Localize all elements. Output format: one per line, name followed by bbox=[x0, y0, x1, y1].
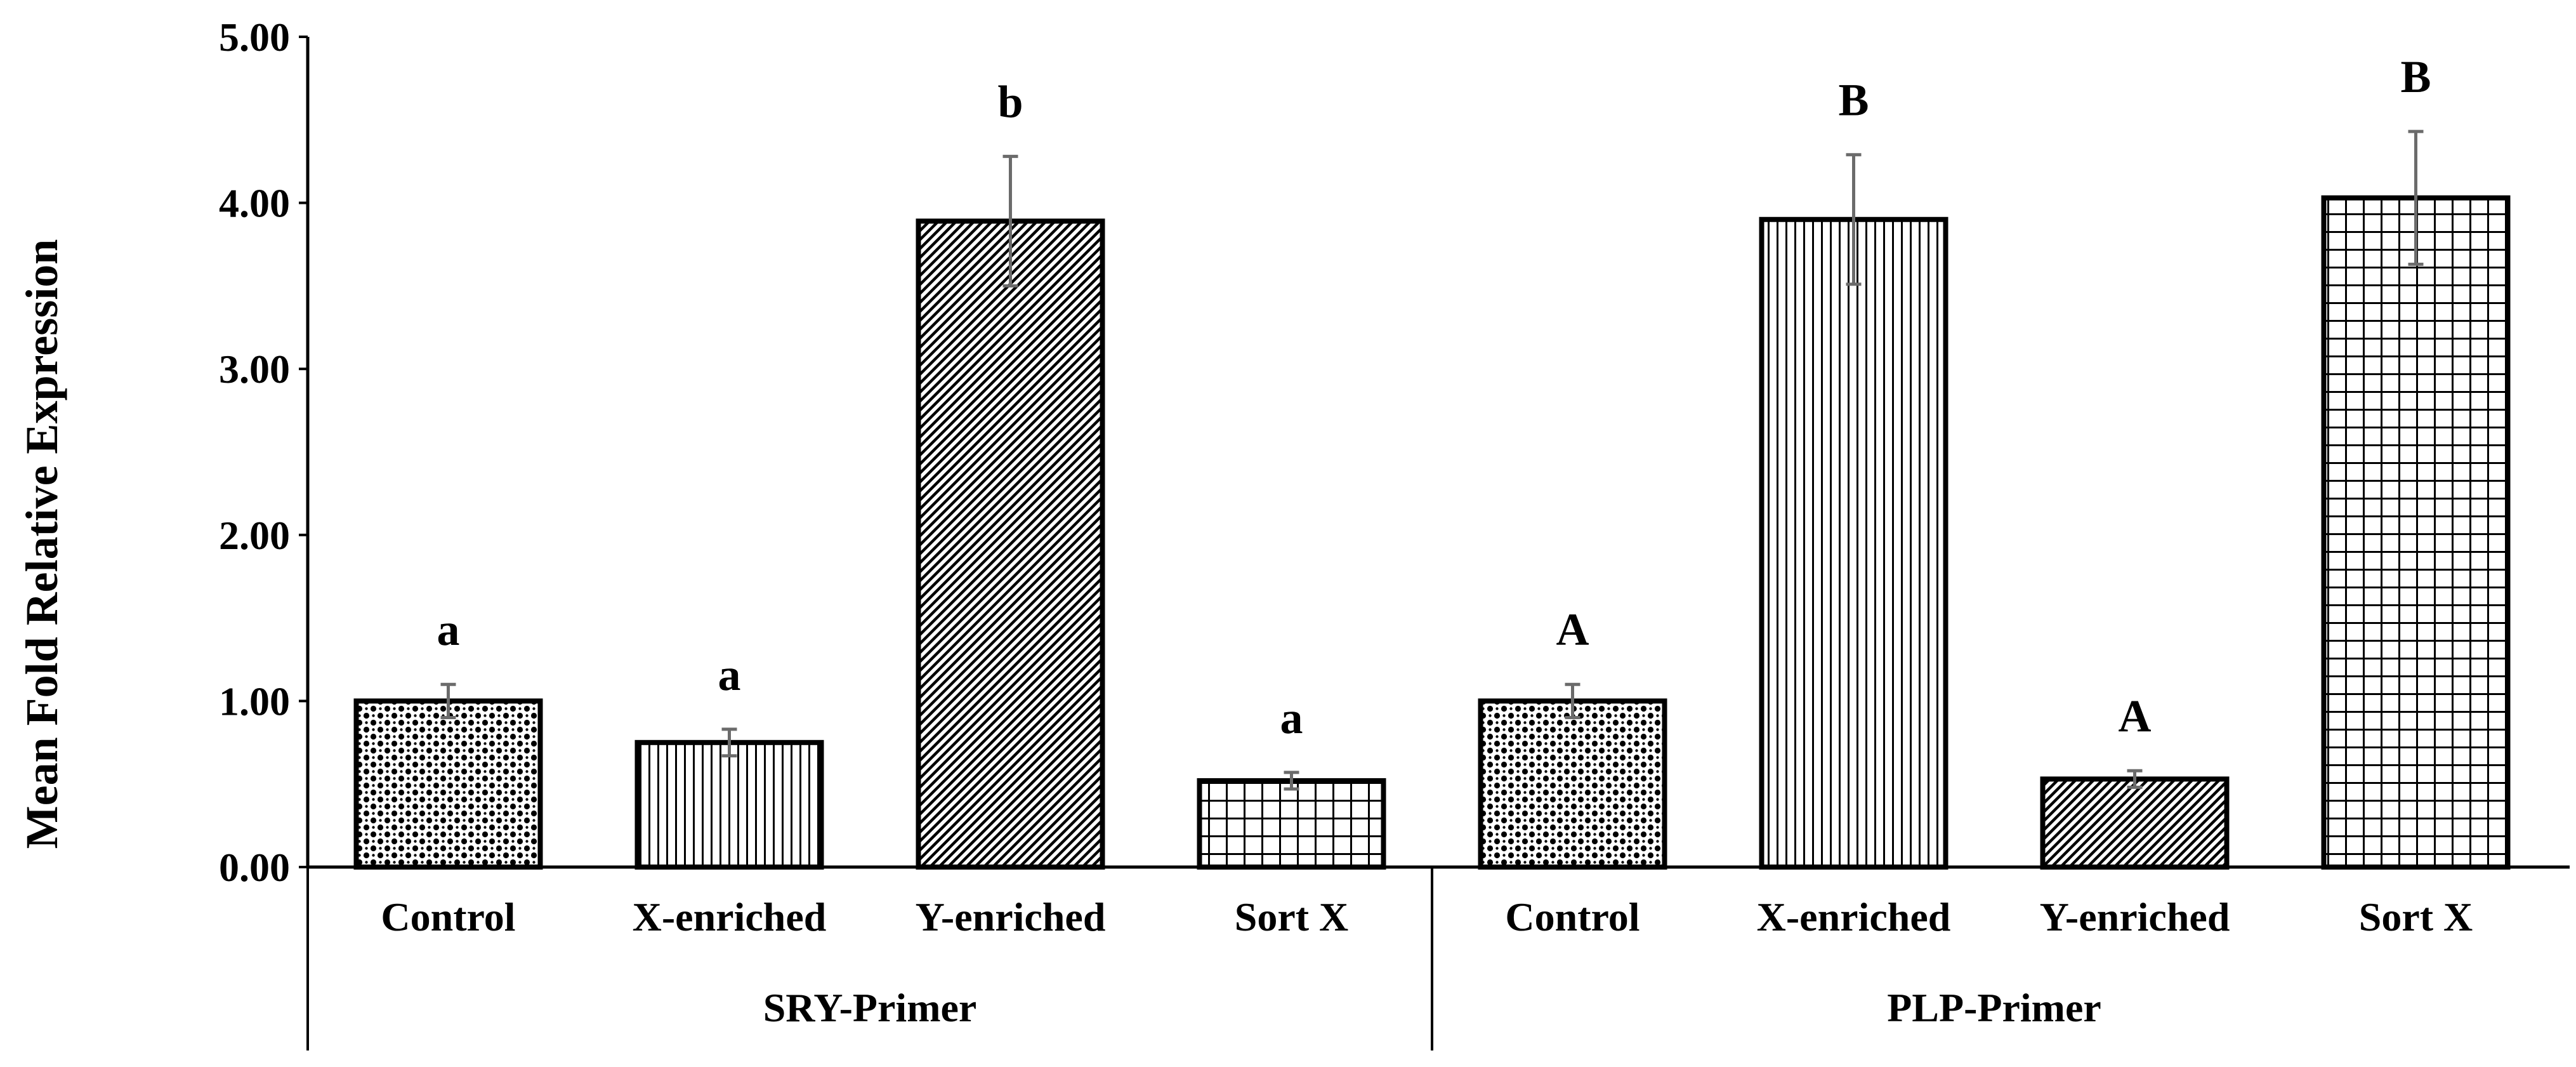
y-axis: 0.00 1.00 2.00 3.00 4.00 5.00 bbox=[219, 15, 310, 890]
category-label: Y-enriched bbox=[2040, 894, 2230, 939]
category-label: X-enriched bbox=[633, 894, 827, 939]
category-label: Y-enriched bbox=[916, 894, 1106, 939]
category-label: Control bbox=[381, 894, 515, 939]
bar bbox=[1759, 216, 1948, 870]
x-axis: Control X-enriched Y-enriched Sort X SRY-Pri… bbox=[306, 865, 2570, 1050]
significance-letter: B bbox=[2400, 51, 2431, 102]
significance-letter: a bbox=[437, 604, 460, 655]
significance-letter: A bbox=[1556, 604, 1589, 655]
y-tick-label: 4.00 bbox=[219, 181, 290, 226]
bars-layer: a a b a A B A B bbox=[353, 51, 2511, 870]
significance-letter: B bbox=[1838, 75, 1869, 126]
y-tick-label: 3.00 bbox=[219, 347, 290, 392]
y-tick-label: 5.00 bbox=[219, 15, 290, 60]
significance-letter: a bbox=[718, 649, 741, 700]
category-label: Sort X bbox=[2359, 894, 2473, 939]
category-label: Control bbox=[1505, 894, 1640, 939]
category-label: Sort X bbox=[1235, 894, 1349, 939]
group-label: SRY-Primer bbox=[763, 985, 977, 1030]
group-label: PLP-Primer bbox=[1887, 985, 2101, 1030]
bar bbox=[634, 739, 824, 870]
significance-letter: A bbox=[2119, 691, 2152, 741]
bar bbox=[916, 218, 1105, 870]
bar bbox=[353, 698, 543, 870]
y-tick-label: 0.00 bbox=[219, 845, 290, 890]
significance-letter: a bbox=[1280, 693, 1303, 743]
y-tick-label: 2.00 bbox=[219, 513, 290, 558]
bar bbox=[1197, 778, 1386, 870]
significance-letter: b bbox=[997, 76, 1023, 127]
bar bbox=[2321, 195, 2511, 870]
y-axis-label: Mean Fold Relative Expression bbox=[16, 239, 67, 849]
bar bbox=[2040, 776, 2230, 870]
bar bbox=[1478, 698, 1667, 870]
category-label: X-enriched bbox=[1757, 894, 1951, 939]
y-tick-label: 1.00 bbox=[219, 679, 290, 724]
